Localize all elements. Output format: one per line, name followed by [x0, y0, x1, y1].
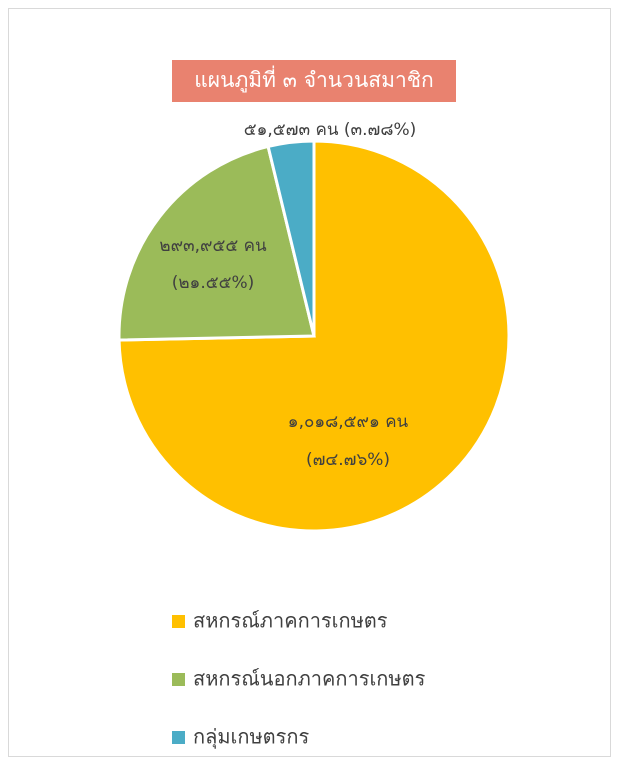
data-label: (๒๑.๕๕%) [172, 273, 255, 293]
data-label: ๑,๐๑๘,๕๙๑ คน [288, 412, 409, 432]
legend-swatch [172, 673, 185, 686]
data-label: (๗๔.๗๖%) [306, 450, 390, 470]
title-box [172, 60, 456, 102]
pie-slice [117, 144, 316, 342]
pie-slice [266, 139, 316, 337]
legend-label: สหกรณ์ภาคการเกษตร [193, 609, 388, 633]
pie-slice [117, 139, 511, 533]
chart-title: แผนภูมิที่ ๓ จำนวนสมาชิก [194, 65, 433, 93]
legend-swatch [172, 615, 185, 628]
legend-label: กลุ่มเกษตรกร [193, 725, 310, 750]
data-label: ๕๑,๕๗๓ คน (๓.๗๘%) [244, 120, 416, 140]
legend-label: สหกรณ์นอกภาคการเกษตร [193, 667, 426, 691]
legend-swatch [172, 731, 185, 744]
data-label: ๒๙๓,๙๕๕ คน [159, 236, 267, 256]
